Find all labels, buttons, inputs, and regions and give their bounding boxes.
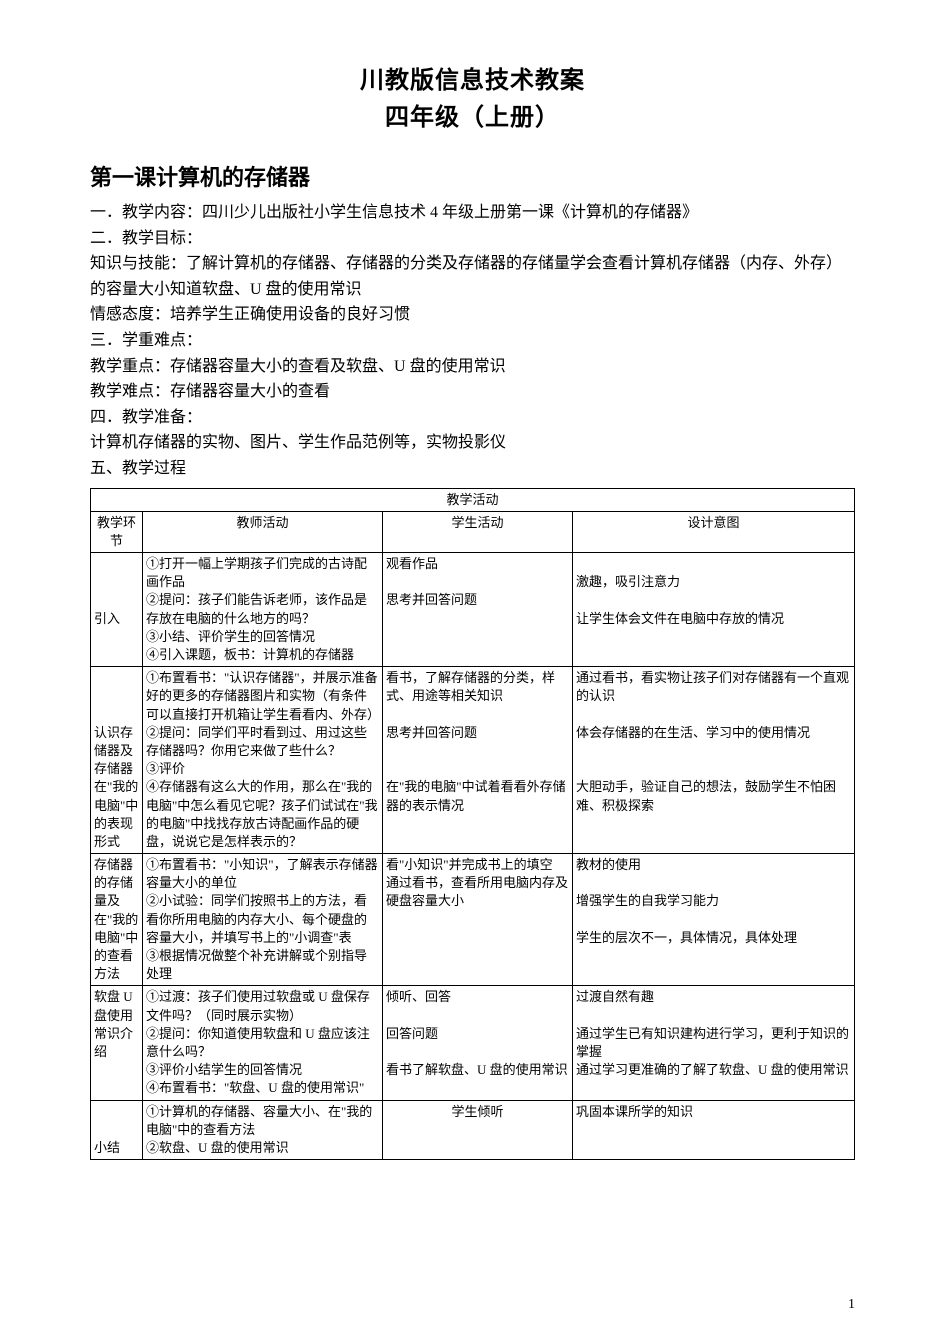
goal-attitude-text: 培养学生正确使用设备的良好习惯 [170,306,410,323]
cell-text: 过渡自然有趣 [576,988,851,1006]
cell-text: 认识存储器及存储器在"我的电脑"中的表现形式 [94,725,138,849]
cell-text: 看书了解软盘、U 盘的使用常识 [386,1061,569,1079]
cell-text: ②软盘、U 盘的使用常识 [146,1139,379,1157]
section5-label: 五、教学过程 [90,456,855,482]
activity-table: 教学活动 教学环节 教师活动 学生活动 设计意图 引入 ①打开一幅上学期孩子们完… [90,488,855,1161]
cell-student: 看书，了解存储器的分类，样式、用途等相关知识 思考并回答问题 在"我的电脑"中试… [383,667,573,854]
cell-text: 思考并回答问题 [386,724,569,742]
cell-text: ②小试验：同学们按照书上的方法，看看你所用电脑的内存大小、每个硬盘的容量大小，并… [146,892,379,947]
cell-teacher: ①布置看书："认识存储器"，并展示准备好的更多的存储器图片和实物（有条件可以直接… [143,667,383,854]
cell-text: 看"小知识"并完成书上的填空 [386,856,569,874]
page-number: 1 [848,1297,855,1313]
cell-teacher: ①布置看书："小知识"，了解表示存储器容量大小的单位 ②小试验：同学们按照书上的… [143,854,383,986]
cell-text: ④布置看书："软盘、U 盘的使用常识" [146,1079,379,1097]
table-row: 软盘 U 盘使用常识介绍 ①过渡：孩子们使用过软盘或 U 盘保存文件吗？（同时展… [91,986,855,1100]
cell-teacher: ①打开一幅上学期孩子们完成的古诗配画作品 ②提问：孩子们能告诉老师，该作品是存放… [143,553,383,667]
col-student-header: 学生活动 [383,511,573,552]
doc-title: 川教版信息技术教案 [90,60,855,95]
cell-text: ①布置看书："认识存储器"，并展示准备好的更多的存储器图片和实物（有条件可以直接… [146,669,379,724]
cell-text: ③评价小结学生的回答情况 [146,1061,379,1079]
cell-intent: 教材的使用 增强学生的自我学习能力 学生的层次不一，具体情况，具体处理 [573,854,855,986]
cell-text: ③评价 [146,760,379,778]
cell-text: ③小结、评价学生的回答情况 [146,628,379,646]
cell-text: 通过看书，查看所用电脑内存及硬盘容量大小 [386,874,569,910]
table-row: 教学环节 教师活动 学生活动 设计意图 [91,511,855,552]
table-row: 教学活动 [91,488,855,511]
cell-text: 引入 [94,611,120,626]
cell-text: 教材的使用 [576,856,851,874]
cell-text: 观看作品 [386,555,569,573]
section3-label: 三．学重难点： [90,328,855,354]
goal-knowledge-label: 知识与技能： [90,255,186,272]
cell-teacher: ①过渡：孩子们使用过软盘或 U 盘保存文件吗？（同时展示实物） ②提问：你知道使… [143,986,383,1100]
cell-student: 学生倾听 [383,1100,573,1160]
cell-stage: 软盘 U 盘使用常识介绍 [91,986,143,1100]
cell-text: ②提问：你知道使用软盘和 U 盘应该注意什么吗？ [146,1025,379,1061]
table-row: 引入 ①打开一幅上学期孩子们完成的古诗配画作品 ②提问：孩子们能告诉老师，该作品… [91,553,855,667]
cell-text: 倾听、回答 [386,988,569,1006]
cell-text: 看书，了解存储器的分类，样式、用途等相关知识 [386,669,569,705]
cell-text: ①打开一幅上学期孩子们完成的古诗配画作品 [146,555,379,591]
cell-text: ③根据情况做整个补充讲解或个别指导处理 [146,947,379,983]
section1-label: 一．教学内容： [90,204,202,221]
cell-text: 小结 [94,1140,120,1155]
cell-text: ④引入课题，板书：计算机的存储器 [146,646,379,664]
cell-text: 激趣，吸引注意力 [576,573,851,591]
prep-text: 计算机存储器的实物、图片、学生作品范例等，实物投影仪 [90,430,855,456]
cell-text: 让学生体会文件在电脑中存放的情况 [576,610,851,628]
cell-text: 巩固本课所学的知识 [576,1103,851,1121]
cell-text: 体会存储器的在生活、学习中的使用情况 [576,724,851,742]
cell-text: 回答问题 [386,1025,569,1043]
focus-text: 存储器容量大小的查看及软盘、U 盘的使用常识 [170,358,506,375]
table-row: 小结 ①计算机的存储器、容量大小、在"我的电脑"中的查看方法 ②软盘、U 盘的使… [91,1100,855,1160]
cell-text: 学生倾听 [386,1103,569,1121]
cell-stage: 小结 [91,1100,143,1160]
cell-student: 观看作品 思考并回答问题 [383,553,573,667]
cell-intent: 激趣，吸引注意力 让学生体会文件在电脑中存放的情况 [573,553,855,667]
cell-text: ①布置看书："小知识"，了解表示存储器容量大小的单位 [146,856,379,892]
cell-text: 通过学习更准确的了解了软盘、U 盘的使用常识 [576,1061,851,1079]
cell-text: ④存储器有这么大的作用，那么在"我的电脑"中怎么看见它呢？孩子们试试在"我的电脑… [146,778,379,851]
cell-text: ①计算机的存储器、容量大小、在"我的电脑"中的查看方法 [146,1103,379,1139]
col-teacher-header: 教师活动 [143,511,383,552]
cell-stage: 引入 [91,553,143,667]
cell-text: 通过学生已有知识建构进行学习，更利于知识的掌握 [576,1025,851,1061]
section4-label: 四．教学准备： [90,405,855,431]
goal-attitude-label: 情感态度： [90,306,170,323]
body-text: 一．教学内容：四川少儿出版社小学生信息技术 4 年级上册第一课《计算机的存储器》… [90,200,855,482]
cell-text: ②提问：孩子们能告诉老师，该作品是存放在电脑的什么地方的吗？ [146,591,379,627]
lesson-heading: 第一课计算机的存储器 [90,160,855,192]
cell-student: 看"小知识"并完成书上的填空 通过看书，查看所用电脑内存及硬盘容量大小 [383,854,573,986]
cell-stage: 存储器的存储量及在"我的电脑"中的查看方法 [91,854,143,986]
difficulty-label: 教学难点： [90,383,170,400]
table-row: 存储器的存储量及在"我的电脑"中的查看方法 ①布置看书："小知识"，了解表示存储… [91,854,855,986]
cell-text: 增强学生的自我学习能力 [576,892,851,910]
cell-text: ②提问：同学们平时看到过、用过这些存储器吗？你用它来做了些什么？ [146,724,379,760]
doc-subtitle: 四年级（上册） [90,97,855,132]
goal-knowledge-text: 了解计算机的存储器、存储器的分类及存储器的存储量学会查看计算机存储器（内存、外存… [90,255,842,298]
cell-intent: 通过看书，看实物让孩子们对存储器有一个直观的认识 体会存储器的在生活、学习中的使… [573,667,855,854]
section1-text: 四川少儿出版社小学生信息技术 4 年级上册第一课《计算机的存储器》 [202,204,698,221]
cell-text: 思考并回答问题 [386,591,569,609]
cell-stage: 认识存储器及存储器在"我的电脑"中的表现形式 [91,667,143,854]
cell-text: 在"我的电脑"中试着看看外存储器的表示情况 [386,778,569,814]
section2-label: 二．教学目标： [90,226,855,252]
cell-text: ①过渡：孩子们使用过软盘或 U 盘保存文件吗？（同时展示实物） [146,988,379,1024]
title-block: 川教版信息技术教案 四年级（上册） [90,60,855,132]
cell-intent: 巩固本课所学的知识 [573,1100,855,1160]
cell-text: 学生的层次不一，具体情况，具体处理 [576,929,851,947]
cell-teacher: ①计算机的存储器、容量大小、在"我的电脑"中的查看方法 ②软盘、U 盘的使用常识 [143,1100,383,1160]
table-header-group: 教学活动 [91,488,855,511]
table-row: 认识存储器及存储器在"我的电脑"中的表现形式 ①布置看书："认识存储器"，并展示… [91,667,855,854]
cell-text: 大胆动手，验证自己的想法，鼓励学生不怕困难、积极探索 [576,778,851,814]
focus-label: 教学重点： [90,358,170,375]
cell-text: 通过看书，看实物让孩子们对存储器有一个直观的认识 [576,669,851,705]
col-stage-header: 教学环节 [91,511,143,552]
col-intent-header: 设计意图 [573,511,855,552]
cell-student: 倾听、回答 回答问题 看书了解软盘、U 盘的使用常识 [383,986,573,1100]
cell-intent: 过渡自然有趣 通过学生已有知识建构进行学习，更利于知识的掌握 通过学习更准确的了… [573,986,855,1100]
difficulty-text: 存储器容量大小的查看 [170,383,330,400]
